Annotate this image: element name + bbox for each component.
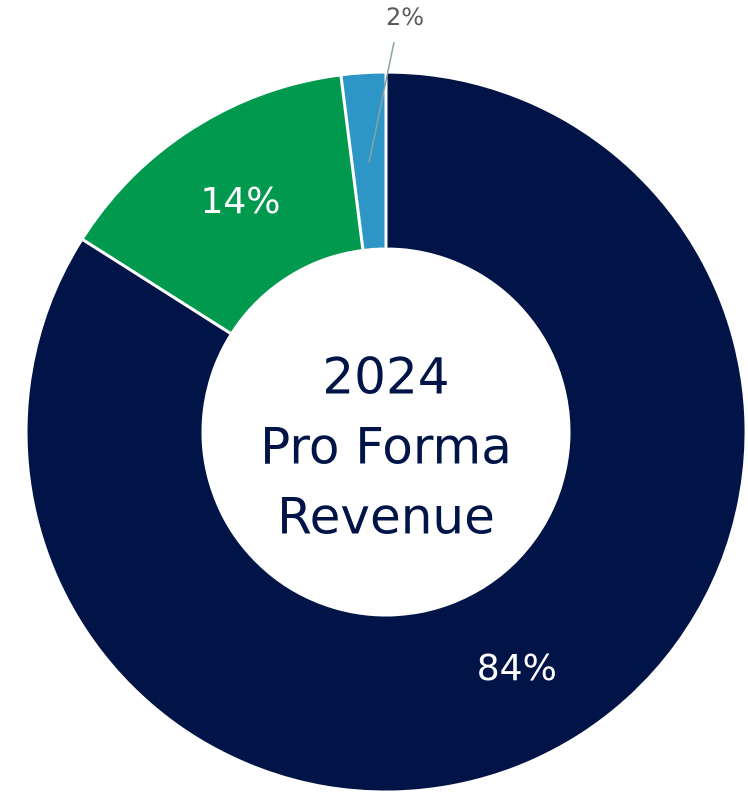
slices <box>24 70 748 792</box>
leader-line <box>368 41 395 163</box>
center-title: Revenue <box>277 488 495 546</box>
data-label: 84% <box>477 648 557 689</box>
center-title: 2024 <box>322 348 449 406</box>
slice <box>24 70 748 792</box>
data-label: 14% <box>201 181 281 222</box>
center-title: Pro Forma <box>260 418 512 476</box>
slice <box>79 73 365 337</box>
data-label: 2% <box>386 3 424 31</box>
slice <box>339 70 388 253</box>
labels: 84% 14% 2% 2024 Pro Forma Revenue <box>201 3 557 689</box>
